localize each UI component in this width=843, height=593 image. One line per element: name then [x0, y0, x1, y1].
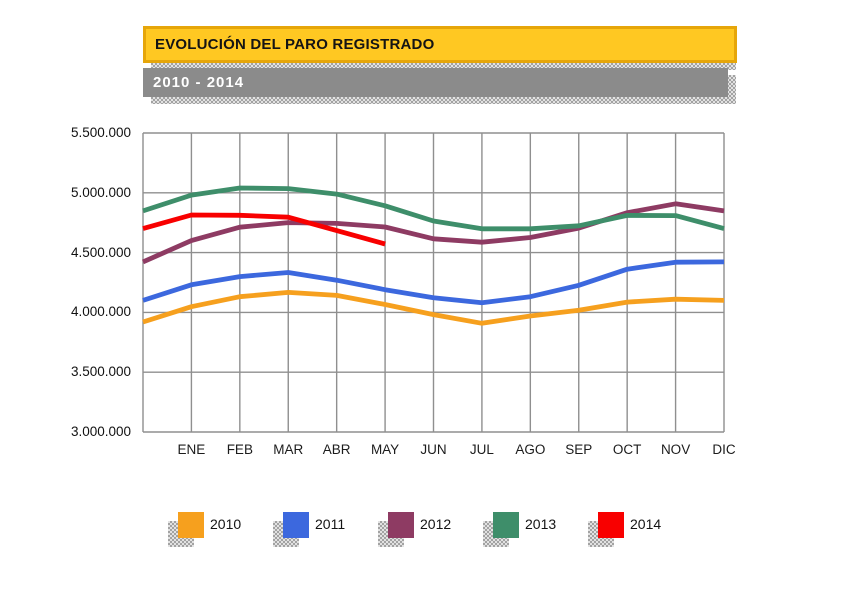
x-tick-label: ENE	[177, 442, 206, 457]
series-line-2013	[142, 185, 725, 232]
y-tick-label: 3.500.000	[70, 364, 131, 380]
chart-title: EVOLUCIÓN DEL PARO REGISTRADO	[155, 36, 435, 53]
x-tick-label: SEP	[565, 442, 593, 457]
legend-label-2014: 2014	[630, 516, 662, 532]
legend-label-2010: 2010	[210, 516, 242, 532]
x-tick-label: JUN	[420, 442, 447, 457]
x-tick-label: MAR	[273, 442, 304, 457]
y-tick-label: 5.500.000	[70, 125, 131, 140]
x-tick-label: JUL	[469, 442, 494, 457]
x-tick-label: ABR	[322, 442, 351, 457]
legend-swatch-2012	[388, 512, 414, 538]
x-tick-label: OCT	[612, 442, 642, 457]
chart-subtitle: 2010 - 2014	[153, 74, 245, 91]
legend-item-2012: 2012	[378, 512, 493, 558]
legend-swatch-2014	[598, 512, 624, 538]
legend-item-2010: 2010	[168, 512, 283, 558]
legend-label-2011: 2011	[315, 516, 346, 532]
y-tick-label: 5.000.000	[70, 184, 131, 200]
legend-item-2011: 2011	[273, 512, 388, 558]
legend-item-2014: 2014	[588, 512, 703, 558]
series-line-2011	[142, 259, 725, 306]
x-tick-label: FEB	[226, 442, 253, 457]
legend-item-2013: 2013	[483, 512, 598, 558]
series-line-2012	[142, 201, 725, 265]
legend-swatch-2011	[283, 512, 309, 538]
x-tick-label: NOV	[660, 442, 691, 457]
y-tick-label: 4.000.000	[70, 304, 131, 320]
series-line-2010	[142, 289, 725, 326]
x-tick-label: DIC	[712, 442, 736, 457]
y-tick-label: 4.500.000	[70, 244, 131, 260]
legend-swatch-2013	[493, 512, 519, 538]
legend-label-2012: 2012	[420, 516, 452, 532]
subtitle-bar: 2010 - 2014	[143, 68, 728, 97]
title-bar: EVOLUCIÓN DEL PARO REGISTRADO	[143, 26, 737, 63]
series-line-2014	[142, 212, 386, 247]
x-tick-label: AGO	[515, 442, 546, 457]
legend-label-2013: 2013	[525, 516, 557, 532]
x-tick-label: MAY	[370, 442, 400, 457]
legend-swatch-2010	[178, 512, 204, 538]
y-tick-label: 3.000.000	[70, 424, 131, 439]
